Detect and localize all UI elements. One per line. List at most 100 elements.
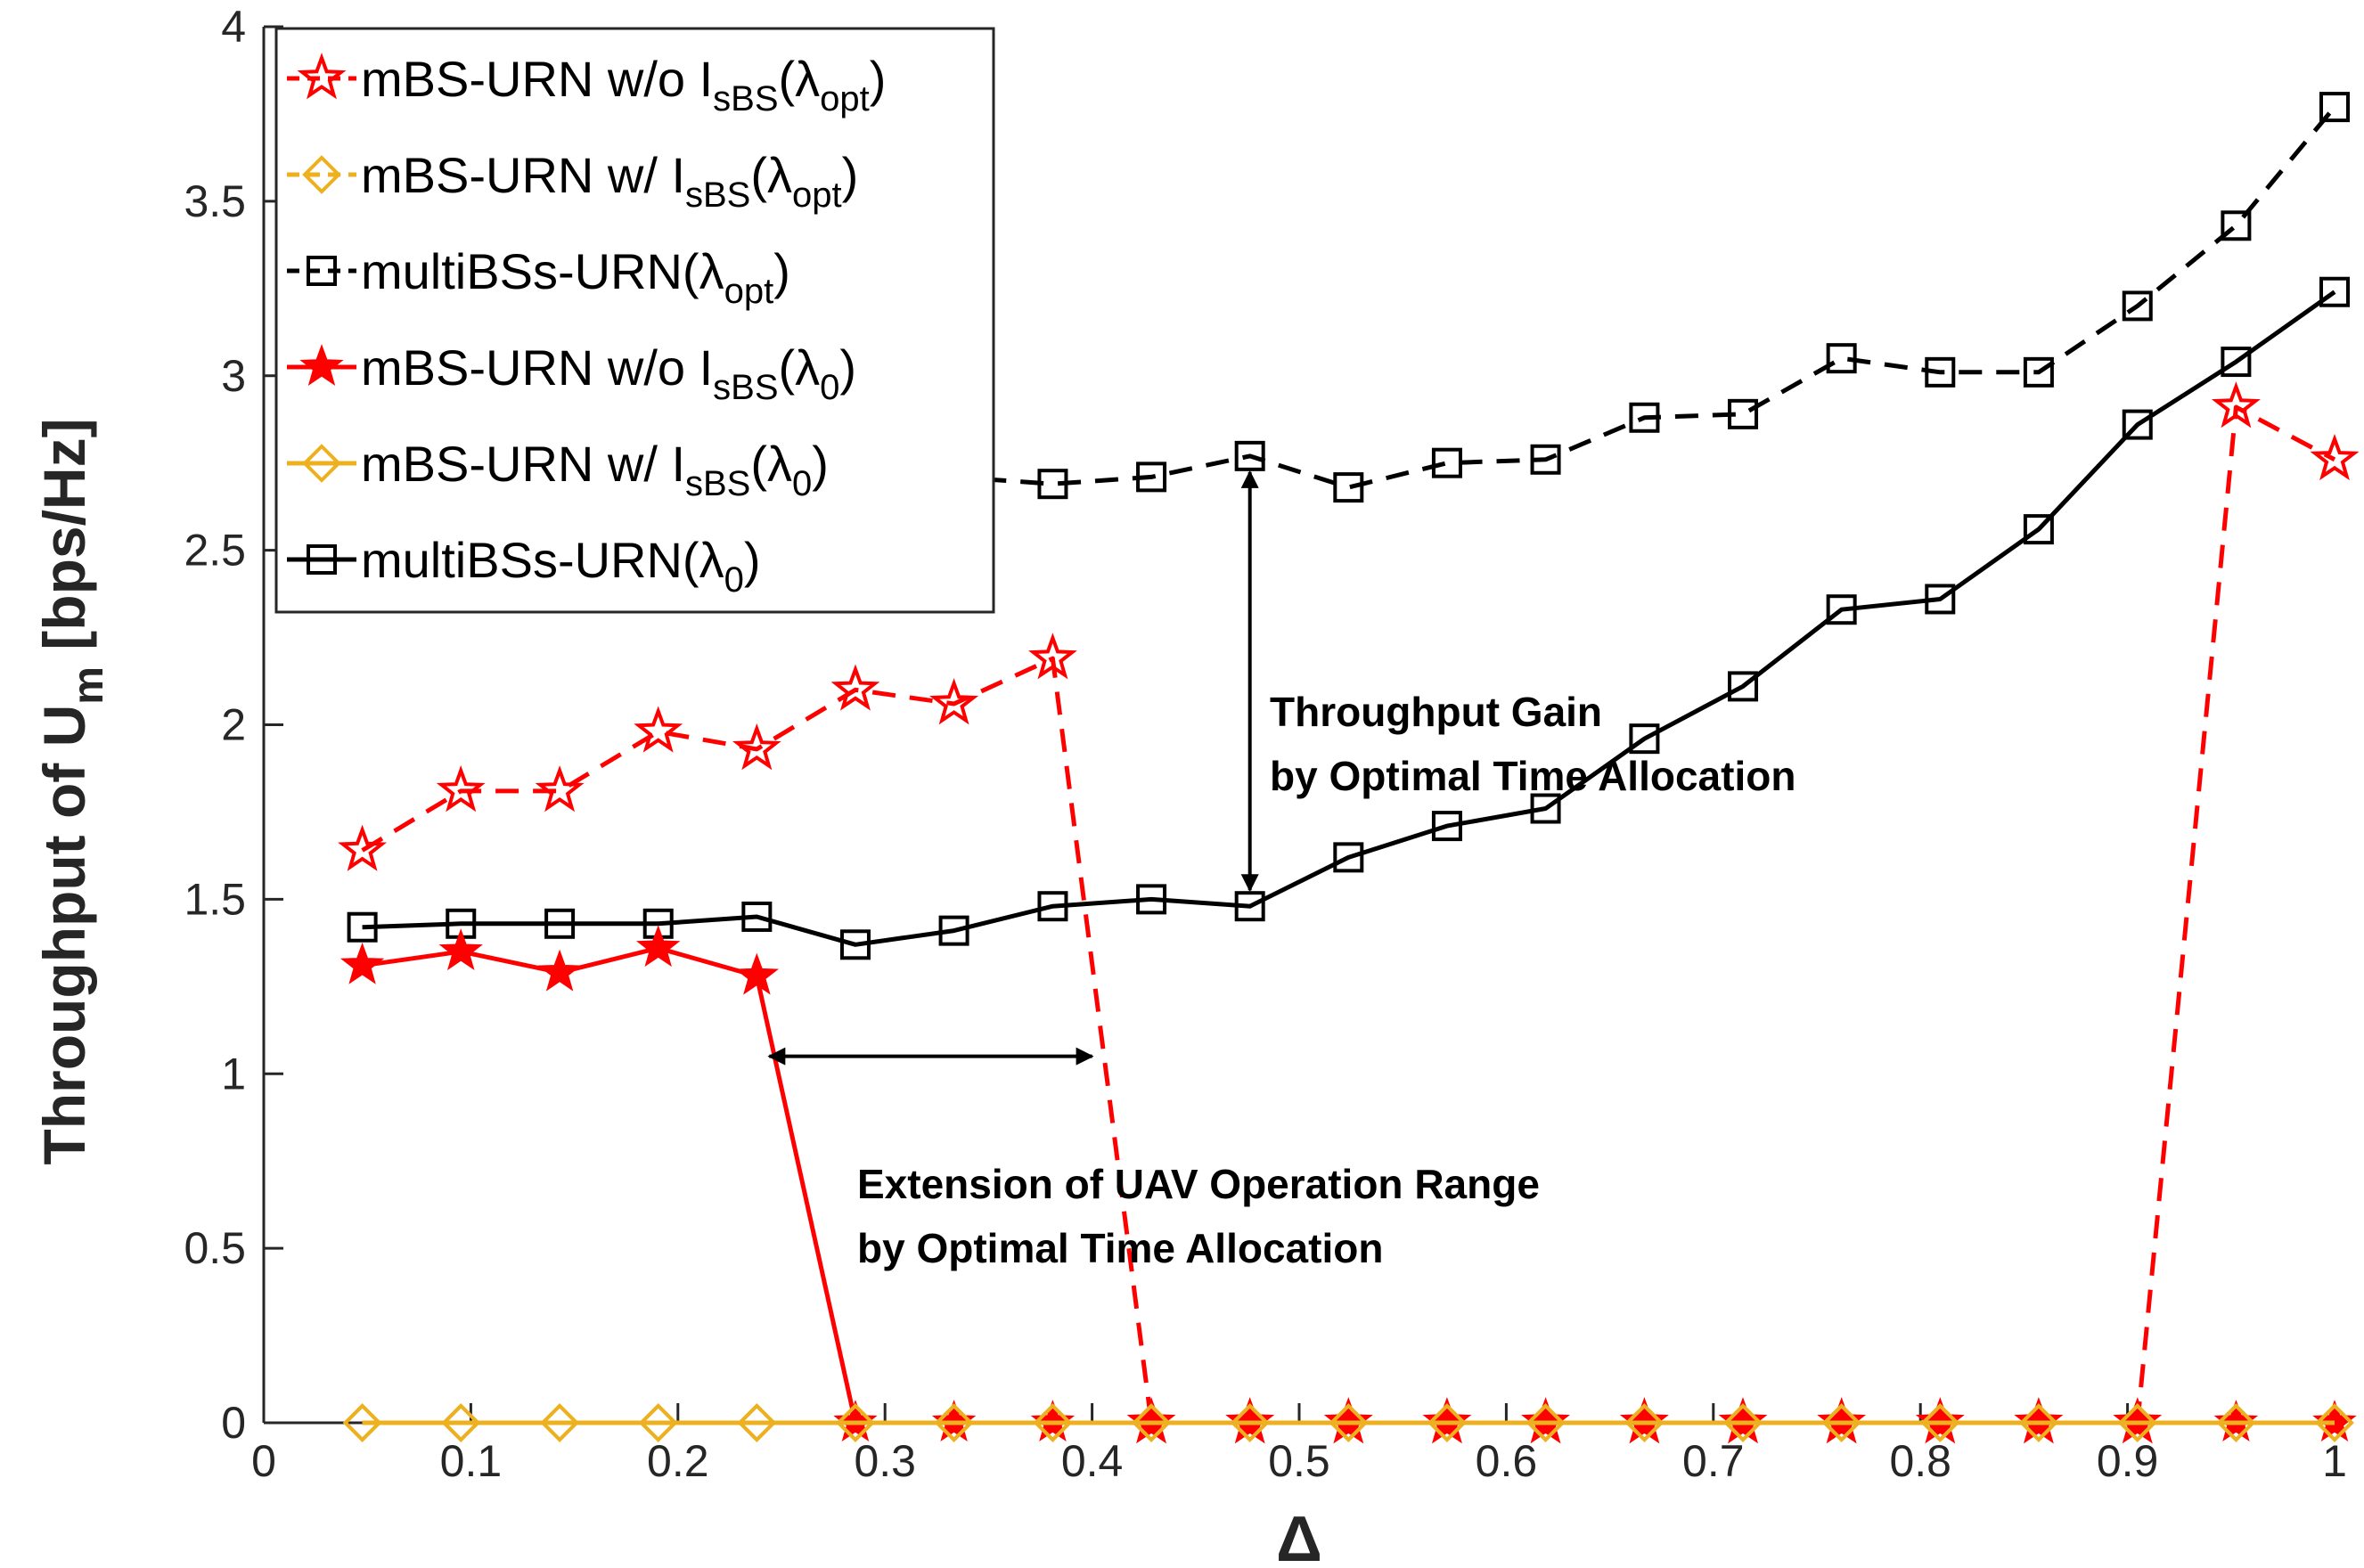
series-marker [1323, 1397, 1373, 1444]
series-line [362, 105, 2336, 563]
annotation-layer: Throughput Gain by Optimal Time Allocatio… [767, 470, 1795, 1271]
legend-entry: multiBSs-URN(λopt) [287, 243, 790, 311]
y-axis-title: Throughput of Um [bps/Hz] [31, 418, 112, 1164]
series-marker [1132, 1403, 1171, 1442]
range-annotation-line: Extension of UAV Operation Range [857, 1161, 1540, 1207]
legend: mBS-URN w/o IsBS(λopt) mBS-URN w/ IsBS(λo… [274, 27, 995, 614]
y-tick-label: 1 [221, 1049, 246, 1098]
series-marker [1723, 1403, 1763, 1442]
x-tick-label: 0.8 [1889, 1436, 1951, 1486]
x-tick-label: 0.4 [1061, 1436, 1124, 1486]
series-marker [441, 1403, 481, 1442]
series-marker [1826, 594, 1857, 625]
series-marker [347, 911, 378, 943]
series-marker [1422, 1397, 1472, 1444]
series-marker [2319, 92, 2350, 123]
series-marker [1037, 891, 1068, 922]
series-marker [1619, 1397, 1669, 1444]
series-marker [544, 908, 576, 939]
series-marker [1431, 447, 1462, 478]
series-marker [338, 824, 388, 871]
legend-entry: mBS-URN w/o IsBS(λ0) [287, 339, 856, 407]
legend-marker-sample [307, 544, 337, 575]
legend-label: mBS-URN w/ IsBS(λ0) [361, 436, 829, 503]
legend-entry: multiBSs-URN(λ0) [287, 532, 760, 600]
series-marker [1234, 891, 1265, 922]
series-marker [1629, 402, 1660, 433]
legend-marker-sample [297, 53, 347, 100]
series-marker [732, 723, 781, 771]
series-layer [338, 92, 2360, 1444]
series-marker [1718, 1397, 1768, 1444]
series-marker [2023, 356, 2054, 388]
series-marker [1136, 884, 1167, 915]
series-marker [1629, 723, 1660, 755]
series-marker [1526, 1403, 1566, 1442]
series-marker [1821, 1403, 1861, 1442]
series-marker [1329, 1403, 1369, 1442]
series-marker [934, 1403, 974, 1442]
range-annotation-line: by Optimal Time Allocation [857, 1225, 1383, 1271]
y-tick-label: 4 [221, 2, 246, 52]
series-marker [436, 765, 486, 813]
x-tick-label: 0.6 [1476, 1436, 1538, 1486]
series-marker [1915, 1397, 1965, 1444]
series-marker [1033, 1403, 1073, 1442]
series-line [362, 290, 2336, 947]
y-tick-label: 2.5 [184, 526, 246, 576]
series-marker [535, 765, 585, 813]
legend-label: mBS-URN w/o IsBS(λopt) [361, 51, 886, 118]
legend-entry: mBS-URN w/ IsBS(λopt) [287, 147, 858, 215]
x-tick-label: 0.5 [1268, 1436, 1330, 1486]
series-marker [2019, 1403, 2058, 1442]
x-axis-title: Δ [1276, 1504, 1322, 1568]
series-marker [438, 928, 483, 971]
legend-marker-sample [302, 155, 341, 194]
y-tick-label: 3 [221, 351, 246, 401]
series-marker [836, 1403, 875, 1442]
x-tick-label: 0.2 [647, 1436, 709, 1486]
series-marker [2014, 1397, 2064, 1444]
y-tick-label: 2 [221, 700, 246, 750]
series-marker [1136, 461, 1167, 493]
series-marker [1728, 398, 1759, 429]
series-marker [1126, 1397, 1176, 1444]
series-marker [737, 1403, 777, 1442]
series-marker [1530, 444, 1561, 475]
x-tick-label: 0 [251, 1436, 276, 1486]
series-marker [1333, 472, 1364, 503]
series-marker [1037, 469, 1068, 500]
series-marker [2319, 276, 2350, 307]
series-marker [1230, 1403, 1270, 1442]
series-marker [2221, 347, 2252, 378]
series-marker [537, 949, 582, 992]
series-marker [1728, 671, 1759, 702]
legend-marker-sample [302, 444, 341, 483]
series-marker [1028, 633, 1077, 680]
series-marker [1925, 356, 1956, 388]
series-marker [339, 942, 385, 984]
series-marker [1225, 1397, 1275, 1444]
legend-box [274, 27, 995, 614]
series-marker [938, 915, 969, 946]
series-1 [342, 1403, 2354, 1442]
series-marker [2113, 1397, 2163, 1444]
series-marker [540, 1403, 579, 1442]
gain-annotation-line: Throughput Gain [1270, 689, 1602, 735]
series-marker [1234, 440, 1265, 471]
x-tick-label: 0.9 [2097, 1436, 2159, 1486]
series-marker [1925, 584, 1956, 615]
legend-marker-sample [299, 344, 344, 386]
series-marker [2310, 433, 2360, 481]
series-marker [929, 678, 979, 725]
series-marker [2315, 1403, 2354, 1442]
series-marker [2216, 1403, 2256, 1442]
series-marker [2211, 381, 2261, 429]
legend-label: multiBSs-URN(λopt) [361, 243, 790, 311]
x-tick-label: 1 [2322, 1436, 2347, 1486]
y-tick-label: 3.5 [184, 176, 246, 226]
series-marker [830, 664, 880, 711]
series-marker [1427, 1403, 1467, 1442]
axes: 0 0.1 0.2 0.3 0.4 0.5 0.6 0.7 0.8 0.9 1 0 0.5 1 1.5 2 2.… [184, 2, 2346, 1486]
